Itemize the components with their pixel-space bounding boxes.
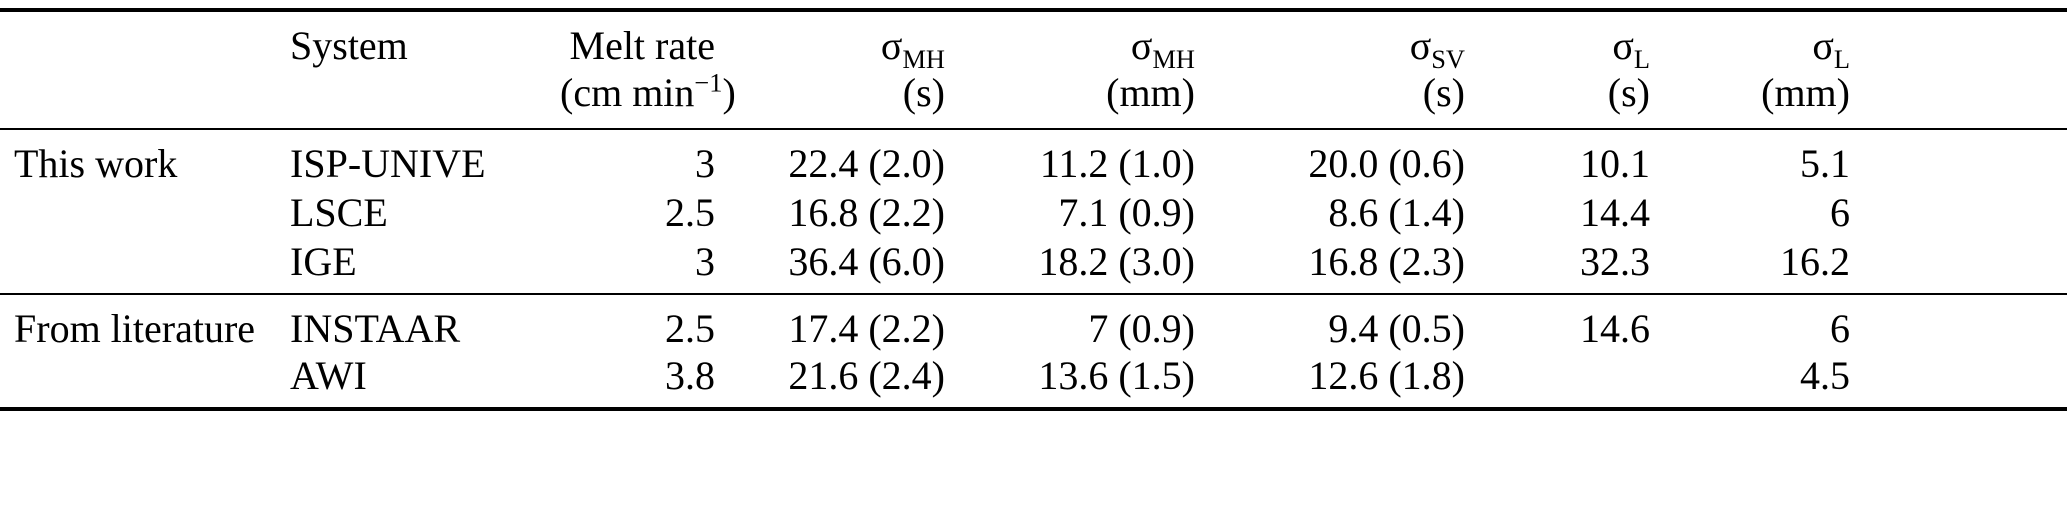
empty-cell [1850, 294, 2067, 352]
cell-sigma-l-s [1465, 352, 1650, 409]
unit-text: ) [722, 70, 736, 115]
table-row: IGE 3 36.4 (6.0) 18.2 (3.0) 16.8 (2.3) 3… [0, 238, 2067, 294]
cell-sigma-sv-s: 9.4 (0.5) [1328, 306, 1465, 351]
group-this-work: This work ISP-UNIVE 3 22.4 (2.0) 11.2 (1… [0, 129, 2067, 294]
header-melt-rate-unit: (cm min−1) [560, 69, 736, 129]
header-sigma-mh-mm: σMH [945, 10, 1195, 72]
cell-sigma-l-mm: 6 [1830, 306, 1850, 351]
cell-system: AWI [290, 353, 367, 398]
cell-melt-rate: 3 [695, 141, 715, 186]
cell-system: ISP-UNIVE [290, 141, 486, 186]
empty-cell [1850, 129, 2067, 187]
table-row: LSCE 2.5 16.8 (2.2) 7.1 (0.9) 8.6 (1.4) … [0, 187, 2067, 238]
empty-cell [0, 352, 290, 409]
cell-sigma-l-s: 10.1 [1580, 141, 1650, 186]
cell-sigma-mh-mm: 18.2 (3.0) [1038, 239, 1195, 284]
table-row: This work ISP-UNIVE 3 22.4 (2.0) 11.2 (1… [0, 129, 2067, 187]
cell-sigma-mh-s: 16.8 (2.2) [788, 190, 945, 235]
empty-cell [290, 69, 560, 129]
header-row-units: (cm min−1) (s) (mm) (s) (s) (mm) [0, 69, 2067, 129]
cell-sigma-mh-mm: 11.2 (1.0) [1039, 141, 1195, 186]
table-row: From literature INSTAAR 2.5 17.4 (2.2) 7… [0, 294, 2067, 352]
cell-sigma-sv-s: 16.8 (2.3) [1308, 239, 1465, 284]
cell-sigma-l-mm: 5.1 [1800, 141, 1850, 186]
sigma-symbol: σ [1812, 23, 1834, 68]
cell-melt-rate: 2.5 [665, 306, 715, 351]
group-label: This work [14, 141, 178, 186]
cell-system: IGE [290, 239, 357, 284]
cell-sigma-mh-s: 36.4 (6.0) [788, 239, 945, 284]
header-unit-sigma-mh-mm: (mm) [1106, 70, 1195, 115]
cell-sigma-sv-s: 20.0 (0.6) [1308, 141, 1465, 186]
unit-exponent: −1 [694, 67, 723, 98]
cell-sigma-l-mm: 4.5 [1800, 353, 1850, 398]
cell-sigma-l-s: 14.4 [1580, 190, 1650, 235]
cell-melt-rate: 3 [695, 239, 715, 284]
cell-sigma-l-s: 32.3 [1580, 239, 1650, 284]
header-group-spacer [0, 10, 290, 69]
header-sigma-l-s: σL [1465, 10, 1650, 72]
sigma-symbol: σ [1612, 23, 1634, 68]
cell-sigma-mh-mm: 7 (0.9) [1088, 306, 1195, 351]
cell-sigma-mh-mm: 13.6 (1.5) [1038, 353, 1195, 398]
sigma-subscript: SV [1431, 44, 1465, 74]
cell-system: INSTAAR [290, 306, 461, 351]
header-melt-rate: Melt rate [569, 23, 716, 68]
cell-sigma-mh-mm: 7.1 (0.9) [1058, 190, 1195, 235]
right-margin-spacer [1850, 10, 2067, 69]
empty-cell [0, 187, 290, 238]
header-row-labels: System Melt rate σMH σMH σSV σL σL [0, 10, 2067, 72]
sigma-symbol: σ [1409, 23, 1432, 68]
empty-cell [1850, 352, 2067, 409]
empty-cell [1850, 238, 2067, 294]
sigma-subscript: MH [1152, 44, 1195, 74]
sigma-subscript: MH [902, 44, 945, 74]
header-unit-sigma-mh-s: (s) [902, 70, 945, 115]
cell-sigma-l-s: 14.6 [1580, 306, 1650, 351]
sigma-symbol: σ [880, 23, 903, 68]
cell-sigma-sv-s: 12.6 (1.8) [1308, 353, 1465, 398]
cell-system: LSCE [290, 190, 388, 235]
empty-cell [1850, 187, 2067, 238]
sigma-subscript: L [1833, 44, 1850, 74]
header-sigma-mh-s: σMH [715, 10, 945, 72]
cell-sigma-sv-s: 8.6 (1.4) [1328, 190, 1465, 235]
cell-sigma-l-mm: 6 [1830, 190, 1850, 235]
right-margin-spacer [1850, 69, 2067, 129]
header-unit-sigma-l-mm: (mm) [1761, 70, 1850, 115]
table-row: AWI 3.8 21.6 (2.4) 13.6 (1.5) 12.6 (1.8)… [0, 352, 2067, 409]
paper-table-figure: System Melt rate σMH σMH σSV σL σL (cm m… [0, 8, 2067, 411]
cell-sigma-mh-s: 22.4 (2.0) [788, 141, 945, 186]
empty-cell [0, 238, 290, 294]
group-from-literature: From literature INSTAAR 2.5 17.4 (2.2) 7… [0, 294, 2067, 409]
group-label: From literature [14, 306, 256, 351]
cell-melt-rate: 3.8 [665, 353, 715, 398]
table-header: System Melt rate σMH σMH σSV σL σL (cm m… [0, 10, 2067, 129]
cell-sigma-mh-s: 17.4 (2.2) [788, 306, 945, 351]
header-unit-sigma-sv-s: (s) [1422, 70, 1465, 115]
empty-cell [0, 69, 290, 129]
sigma-symbol: σ [1130, 23, 1153, 68]
header-system: System [290, 23, 408, 68]
cell-melt-rate: 2.5 [665, 190, 715, 235]
sigma-subscript: L [1633, 44, 1650, 74]
header-sigma-sv-s: σSV [1195, 10, 1465, 72]
results-table: System Melt rate σMH σMH σSV σL σL (cm m… [0, 8, 2067, 411]
header-unit-sigma-l-s: (s) [1607, 70, 1650, 115]
cell-sigma-l-mm: 16.2 [1780, 239, 1850, 284]
header-sigma-l-mm: σL [1650, 10, 1850, 72]
cell-sigma-mh-s: 21.6 (2.4) [788, 353, 945, 398]
unit-text: (cm min [560, 70, 695, 115]
